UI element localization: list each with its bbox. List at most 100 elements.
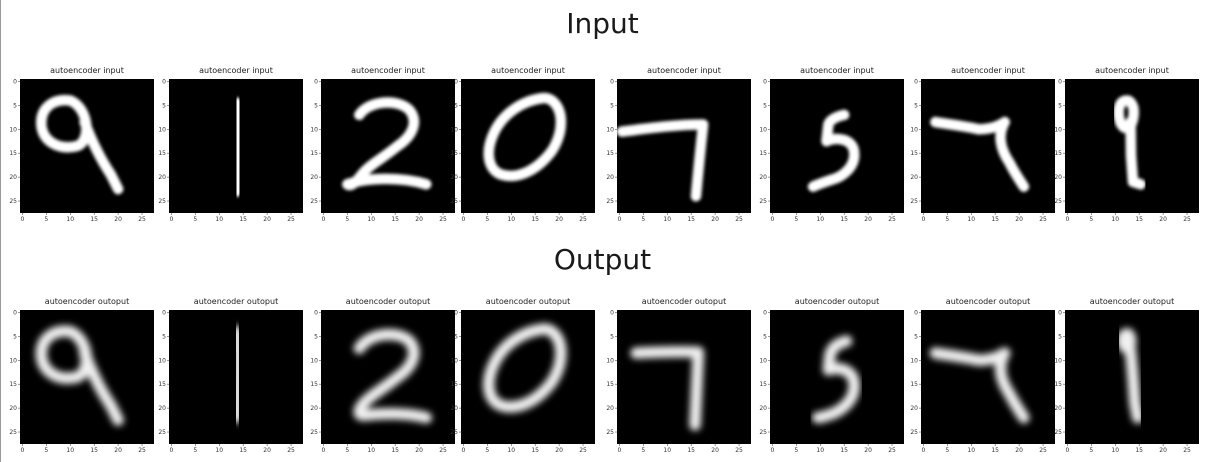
digit-1-glyph (231, 97, 245, 197)
x-tick-label: 20 (555, 216, 563, 223)
digit-9-glyph (1113, 95, 1146, 190)
x-tick-label: 15 (840, 447, 848, 454)
digit-stroke (616, 119, 709, 202)
y-tick-label: 20 (910, 174, 918, 181)
x-tick-label: 20 (1015, 447, 1023, 454)
output-digit-panel: autoencoder outoput 0 5 10 15 20 25 0 5 10 15 20 25 (309, 297, 459, 457)
input-digit-panel: autoencoder input 0 5 10 15 20 25 0 5 10 15 20 25 (449, 66, 599, 226)
panel-title: autoencoder outoput (193, 297, 279, 306)
digit-image-axes: 0 5 10 15 20 25 0 5 10 15 20 25 (1054, 78, 1199, 223)
digit-image-axes: 0 5 10 15 20 25 0 5 10 15 20 25 (450, 309, 595, 454)
digit-image-axes: 0 5 10 15 20 25 0 5 10 15 20 25 (606, 309, 751, 454)
x-tick-label: 20 (415, 216, 423, 223)
y-tick-label: 0 (763, 78, 767, 85)
x-tick-label: 0 (770, 447, 774, 454)
x-tick-label: 15 (531, 447, 539, 454)
y-tick-label: 0 (763, 309, 767, 316)
x-tick-label: 15 (1135, 447, 1143, 454)
input-digit-panel: autoencoder input 0 5 10 15 20 25 0 5 10 15 20 25 (1053, 66, 1203, 226)
y-tick-label: 5 (314, 333, 318, 340)
image-background (617, 79, 751, 213)
image-background (921, 310, 1055, 444)
x-tick-label: 10 (215, 447, 223, 454)
y-tick-label: 20 (450, 405, 458, 412)
y-tick-label: 15 (9, 150, 17, 157)
digit-7-glyph (930, 116, 1030, 192)
digit-2-glyph (342, 97, 432, 191)
y-tick-label: 0 (13, 78, 17, 85)
x-tick-label: 5 (641, 216, 645, 223)
y-tick-label: 5 (1058, 102, 1062, 109)
x-tick-label: 25 (888, 216, 896, 223)
x-tick-label: 10 (507, 447, 515, 454)
y-tick-label: 15 (759, 381, 767, 388)
y-tick-label: 10 (606, 126, 614, 133)
x-tick-label: 10 (816, 216, 824, 223)
image-background (617, 310, 751, 444)
digit-5-glyph (812, 335, 860, 424)
y-tick-label: 20 (910, 405, 918, 412)
y-tick-label: 10 (9, 126, 17, 133)
digit-image-axes: 0 5 10 15 20 25 0 5 10 15 20 25 (759, 309, 904, 454)
x-tick-label: 5 (1089, 447, 1093, 454)
y-tick-label: 25 (910, 429, 918, 436)
y-tick-label: 5 (1058, 333, 1062, 340)
digit-stroke (483, 92, 567, 182)
x-tick-label: 0 (169, 216, 173, 223)
x-tick-label: 25 (1039, 447, 1047, 454)
y-tick-label: 25 (606, 429, 614, 436)
x-tick-label: 0 (321, 216, 325, 223)
input-digit-panel: autoencoder input 0 5 10 15 20 25 0 5 10 15 20 25 (758, 66, 908, 226)
digit-9-glyph (36, 94, 124, 195)
digit-image-axes: 0 5 10 15 20 25 0 5 10 15 20 25 (910, 78, 1055, 223)
x-tick-label: 0 (921, 216, 925, 223)
x-tick-label: 0 (20, 447, 24, 454)
panel-title: autoencoder outoput (945, 297, 1031, 306)
x-tick-label: 0 (461, 447, 465, 454)
y-tick-label: 0 (454, 78, 458, 85)
x-tick-label: 25 (287, 447, 295, 454)
y-tick-label: 20 (606, 405, 614, 412)
x-tick-label: 10 (967, 216, 975, 223)
y-tick-label: 15 (910, 150, 918, 157)
y-tick-label: 5 (162, 102, 166, 109)
x-tick-label: 10 (66, 216, 74, 223)
x-tick-label: 10 (663, 447, 671, 454)
y-tick-label: 20 (759, 405, 767, 412)
y-tick-label: 5 (454, 333, 458, 340)
x-tick-label: 0 (770, 216, 774, 223)
x-tick-label: 15 (239, 447, 247, 454)
x-tick-label: 10 (1111, 216, 1119, 223)
digit-stroke (1124, 344, 1144, 424)
x-tick-label: 20 (114, 447, 122, 454)
x-tick-label: 0 (321, 447, 325, 454)
digit-stroke (630, 345, 705, 431)
y-tick-label: 25 (310, 429, 318, 436)
digit-stroke (231, 97, 245, 197)
y-tick-label: 5 (610, 333, 614, 340)
input-digit-panel: autoencoder input 0 5 10 15 20 25 0 5 10 15 20 25 (8, 66, 158, 226)
output-digit-panel: autoencoder outoput 0 5 10 15 20 25 0 5 10 15 20 25 (909, 297, 1059, 457)
output-digit-panel: autoencoder outoput 0 5 10 15 20 25 0 5 10 15 20 25 (8, 297, 158, 457)
y-tick-label: 15 (1054, 150, 1062, 157)
y-tick-label: 0 (1058, 309, 1062, 316)
y-tick-label: 15 (759, 150, 767, 157)
x-tick-label: 25 (888, 447, 896, 454)
digit-image-axes: 0 5 10 15 20 25 0 5 10 15 20 25 (310, 78, 455, 223)
x-tick-label: 10 (66, 447, 74, 454)
y-tick-label: 15 (910, 381, 918, 388)
y-tick-label: 15 (158, 150, 166, 157)
digit-stroke (342, 97, 432, 191)
x-tick-label: 0 (20, 216, 24, 223)
x-tick-label: 20 (1159, 447, 1167, 454)
x-tick-label: 5 (641, 447, 645, 454)
y-tick-label: 25 (1054, 198, 1062, 205)
y-tick-label: 15 (1054, 381, 1062, 388)
y-tick-label: 20 (310, 174, 318, 181)
digit-stroke (929, 347, 1030, 424)
digit-image-axes: 0 5 10 15 20 25 0 5 10 15 20 25 (9, 78, 154, 223)
digit-image-axes: 0 5 10 15 20 25 0 5 10 15 20 25 (606, 78, 751, 223)
y-tick-label: 10 (310, 357, 318, 364)
digit-0-glyph (483, 92, 567, 182)
panel-title: autoencoder outoput (44, 297, 130, 306)
